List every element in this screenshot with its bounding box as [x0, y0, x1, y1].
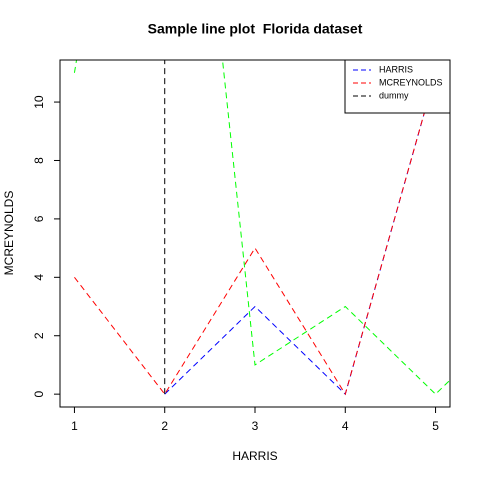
- series-line: [164, 72, 437, 396]
- y-tick-label: 8: [32, 157, 46, 164]
- y-tick-label: 0: [32, 390, 46, 397]
- x-tick-label: 1: [71, 419, 78, 433]
- x-tick-label: 5: [432, 419, 439, 433]
- legend-label: MCREYNOLDS: [379, 77, 443, 87]
- y-tick-label: 2: [32, 332, 46, 339]
- x-tick-label: 4: [342, 419, 349, 433]
- legend-label: dummy: [379, 90, 409, 100]
- plot-lines: [73, 60, 450, 396]
- legend-label: HARRIS: [379, 64, 413, 74]
- y-tick-label: 6: [32, 215, 46, 222]
- y-tick-label: 10: [32, 95, 46, 109]
- y-tick-label: 4: [32, 274, 46, 281]
- x-axis-label: HARRIS: [232, 449, 277, 463]
- x-tick-label: 3: [252, 419, 259, 433]
- x-tick-label: 2: [161, 419, 168, 433]
- chart-title: Sample line plot Florida dataset: [148, 21, 363, 37]
- series-line: [74, 72, 437, 396]
- y-axis-label: MCREYNOLDS: [2, 191, 16, 276]
- legend-box: [344, 59, 451, 114]
